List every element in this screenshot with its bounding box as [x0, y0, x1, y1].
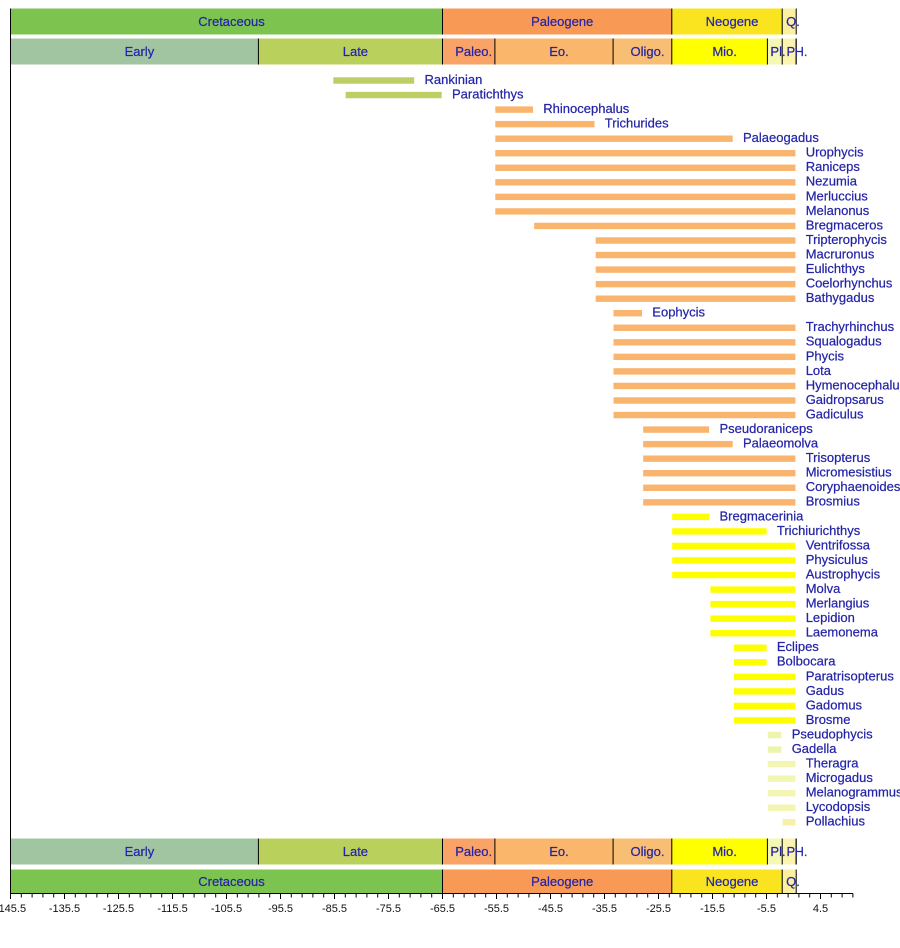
svg-text:Neogene: Neogene	[706, 874, 759, 889]
svg-text:Pollachius: Pollachius	[806, 814, 866, 829]
svg-text:Gadella: Gadella	[792, 741, 838, 756]
svg-text:Rankinian: Rankinian	[425, 72, 483, 87]
svg-text:Bregmaceros: Bregmaceros	[806, 217, 884, 232]
svg-text:Lepidion: Lepidion	[806, 610, 855, 625]
svg-text:Paleo.: Paleo.	[455, 844, 492, 859]
svg-text:Brosmius: Brosmius	[806, 494, 861, 509]
svg-text:Microgadus: Microgadus	[806, 770, 874, 785]
svg-text:Gadiculus: Gadiculus	[806, 406, 864, 421]
svg-text:Eulichthys: Eulichthys	[806, 261, 866, 276]
svg-text:Eophycis: Eophycis	[652, 305, 705, 320]
svg-text:Paratrisopterus: Paratrisopterus	[806, 668, 895, 683]
svg-text:Phycis: Phycis	[806, 348, 845, 363]
svg-text:Merlangius: Merlangius	[806, 596, 870, 611]
svg-text:Physiculus: Physiculus	[806, 552, 869, 567]
svg-text:Neogene: Neogene	[706, 14, 759, 29]
svg-text:Molva: Molva	[806, 581, 841, 596]
svg-text:-65.5: -65.5	[430, 903, 455, 915]
svg-text:Squalogadus: Squalogadus	[806, 334, 882, 349]
svg-text:Bolbocara: Bolbocara	[777, 654, 836, 669]
svg-text:Q.: Q.	[786, 874, 800, 889]
svg-text:-45.5: -45.5	[538, 903, 563, 915]
svg-text:Eo.: Eo.	[549, 44, 569, 59]
svg-text:-95.5: -95.5	[268, 903, 293, 915]
svg-text:Bregmacerinia: Bregmacerinia	[720, 508, 805, 523]
svg-text:Oligo.: Oligo.	[631, 44, 665, 59]
svg-text:Palaeomolva: Palaeomolva	[743, 436, 819, 451]
svg-text:Oligo.: Oligo.	[631, 844, 665, 859]
svg-text:Trichurides: Trichurides	[605, 116, 669, 131]
svg-text:Melanogrammus: Melanogrammus	[806, 785, 900, 800]
svg-text:Eclipes: Eclipes	[777, 639, 819, 654]
svg-text:-125.5: -125.5	[103, 903, 134, 915]
svg-text:Rhinocephalus: Rhinocephalus	[543, 101, 630, 116]
svg-text:Pl.: Pl.	[770, 44, 785, 59]
svg-text:-105.5: -105.5	[211, 903, 242, 915]
svg-text:Pseudoraniceps: Pseudoraniceps	[720, 421, 814, 436]
svg-text:Austrophycis: Austrophycis	[806, 566, 881, 581]
svg-text:-145.5: -145.5	[0, 903, 26, 915]
svg-text:Ventrifossa: Ventrifossa	[806, 537, 871, 552]
svg-text:Trichiurichthys: Trichiurichthys	[777, 523, 861, 538]
svg-text:Hymenocephalus: Hymenocephalus	[806, 377, 900, 392]
svg-text:-85.5: -85.5	[322, 903, 347, 915]
svg-text:Paleogene: Paleogene	[531, 14, 593, 29]
svg-text:Lycodopsis: Lycodopsis	[806, 799, 871, 814]
svg-text:Paleogene: Paleogene	[531, 874, 593, 889]
svg-text:-75.5: -75.5	[376, 903, 401, 915]
svg-text:Cretaceous: Cretaceous	[198, 874, 265, 889]
svg-text:Lota: Lota	[806, 363, 832, 378]
svg-text:Mio.: Mio.	[712, 844, 737, 859]
svg-text:Macruronus: Macruronus	[806, 246, 875, 261]
svg-text:Paleo.: Paleo.	[455, 44, 492, 59]
svg-text:Coelorhynchus: Coelorhynchus	[806, 276, 893, 291]
svg-text:Gadus: Gadus	[806, 683, 845, 698]
svg-text:-55.5: -55.5	[484, 903, 509, 915]
svg-text:-15.5: -15.5	[700, 903, 725, 915]
svg-text:Coryphaenoides: Coryphaenoides	[806, 479, 900, 494]
svg-text:Raniceps: Raniceps	[806, 159, 861, 174]
svg-text:-115.5: -115.5	[157, 903, 187, 915]
svg-text:-135.5: -135.5	[49, 903, 80, 915]
svg-text:Cretaceous: Cretaceous	[198, 14, 265, 29]
svg-text:Micromesistius: Micromesistius	[806, 465, 892, 480]
svg-text:Theragra: Theragra	[806, 756, 860, 771]
svg-text:-5.5: -5.5	[757, 903, 776, 915]
svg-text:H.: H.	[795, 844, 808, 859]
svg-text:Nezumia: Nezumia	[806, 174, 858, 189]
svg-text:Laemonema: Laemonema	[806, 625, 879, 640]
svg-text:Tripterophycis: Tripterophycis	[806, 232, 888, 247]
svg-text:Palaeogadus: Palaeogadus	[743, 130, 819, 145]
svg-text:Merluccius: Merluccius	[806, 188, 869, 203]
svg-text:P: P	[786, 44, 795, 59]
svg-text:Mio.: Mio.	[712, 44, 737, 59]
svg-text:Bathygadus: Bathygadus	[806, 290, 875, 305]
svg-text:Q.: Q.	[786, 14, 800, 29]
svg-text:Trachyrhinchus: Trachyrhinchus	[806, 319, 895, 334]
svg-text:-35.5: -35.5	[592, 903, 617, 915]
svg-text:Late: Late	[343, 844, 368, 859]
svg-text:P: P	[786, 844, 795, 859]
svg-text:Pseudophycis: Pseudophycis	[792, 726, 873, 741]
svg-text:Late: Late	[343, 44, 368, 59]
svg-text:Eo.: Eo.	[549, 844, 569, 859]
svg-text:Gaidropsarus: Gaidropsarus	[806, 392, 885, 407]
svg-text:Trisopterus: Trisopterus	[806, 450, 871, 465]
svg-text:Pl.: Pl.	[770, 844, 785, 859]
svg-text:Early: Early	[125, 844, 155, 859]
svg-text:4.5: 4.5	[813, 903, 828, 915]
svg-text:-25.5: -25.5	[646, 903, 671, 915]
svg-text:Urophycis: Urophycis	[806, 145, 864, 160]
svg-text:Gadomus: Gadomus	[806, 697, 863, 712]
svg-text:Early: Early	[125, 44, 155, 59]
svg-text:H.: H.	[795, 44, 808, 59]
svg-text:Melanonus: Melanonus	[806, 203, 870, 218]
svg-text:Paratichthys: Paratichthys	[452, 86, 524, 101]
svg-text:Brosme: Brosme	[806, 712, 851, 727]
